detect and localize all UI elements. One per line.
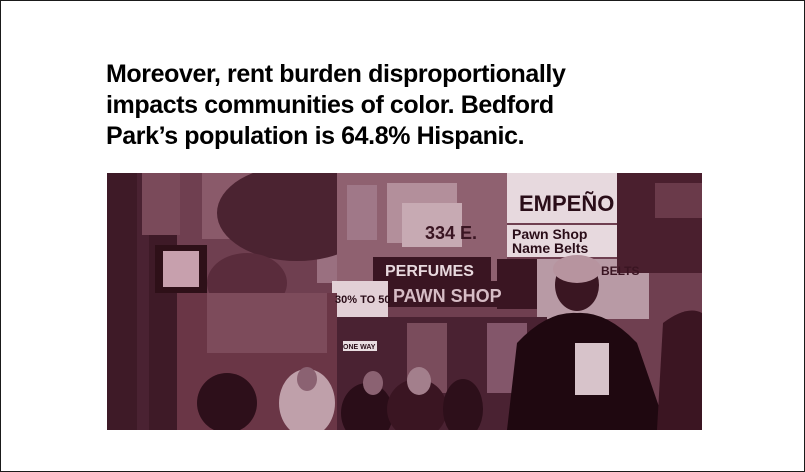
sign-pawn-shop-1: Pawn Shop	[512, 226, 587, 242]
headline: Moreover, rent burden disproportionally …	[106, 59, 726, 152]
sign-percent-off: 30% TO 50	[335, 294, 390, 306]
street-photo: EMPEÑO Pawn Shop Name Belts 334 E. PERFU…	[107, 173, 702, 430]
sign-address: 334 E.	[425, 223, 477, 243]
sign-pawn-shop: PAWN SHOP	[393, 286, 502, 306]
sign-belts: BELTS	[601, 264, 639, 278]
sign-empeno: EMPEÑO	[519, 191, 614, 216]
sign-perfumes: PERFUMES	[385, 263, 474, 280]
street-photo-illustration: EMPEÑO Pawn Shop Name Belts 334 E. PERFU…	[107, 173, 702, 430]
sign-pawn-shop-2: Name Belts	[512, 240, 588, 256]
sign-one-way: ONE WAY	[343, 344, 376, 351]
headline-line-1: Moreover, rent burden disproportionally	[106, 60, 566, 88]
headline-line-3: Park’s population is 64.8% Hispanic.	[106, 122, 525, 150]
headline-line-2: impacts communities of color. Bedford	[106, 91, 554, 119]
